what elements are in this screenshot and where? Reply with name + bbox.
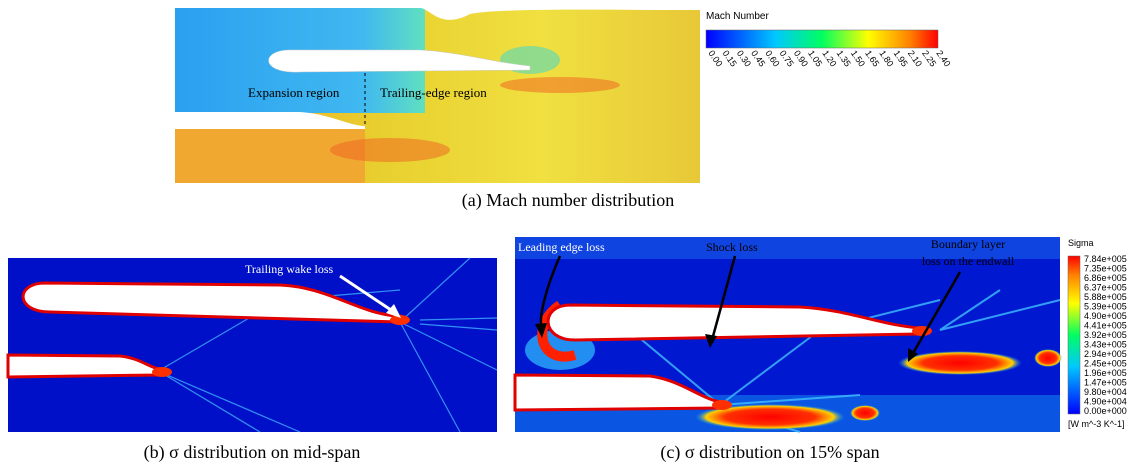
- caption: (c) σ distribution on 15% span: [660, 442, 879, 463]
- colorbar-tick-label: 1.65: [863, 48, 881, 68]
- colorbar-tick-label: 4.90e+004: [1084, 397, 1127, 407]
- colorbar-tick-label: 0.60: [763, 48, 781, 68]
- annotation: Expansion region: [248, 85, 340, 100]
- colorbar-tick-label: 9.80e+004: [1084, 387, 1127, 397]
- colorbar-tick-label: 0.30: [735, 48, 753, 68]
- contour-band: [500, 77, 620, 93]
- colorbar-tick-label: 1.95: [892, 48, 910, 68]
- colorbar-tick-label: 1.20: [820, 48, 838, 68]
- loss-region: [1034, 349, 1062, 367]
- colorbar-tick-label: 7.84e+005: [1084, 254, 1127, 264]
- colorbar-tick-label: 2.40: [934, 48, 952, 68]
- colorbar-tick-label: 3.43e+005: [1084, 340, 1127, 350]
- colorbar-tick-label: 0.45: [749, 48, 767, 68]
- colorbar: [1068, 256, 1080, 414]
- loss-region: [850, 405, 880, 421]
- panel-c: Leading edge loss Shock loss Boundary la…: [515, 237, 1062, 463]
- colorbar-tick-label: 0.00: [706, 48, 724, 68]
- colorbar-tick-label: 1.96e+005: [1084, 368, 1127, 378]
- colorbar-tick-label: 6.37e+005: [1084, 283, 1127, 293]
- colorbar-tick-label: 2.25: [920, 48, 938, 68]
- annotation: Trailing wake loss: [245, 262, 334, 276]
- colorbar-tick-label: 3.92e+005: [1084, 330, 1127, 340]
- colorbar-tick-label: 0.15: [721, 48, 739, 68]
- colorbar-tick-label: 0.90: [792, 48, 810, 68]
- colorbar-tick-label: 2.10: [906, 48, 924, 68]
- annotation: Shock loss: [706, 240, 758, 254]
- colorbar-tick-label: 0.75: [778, 48, 796, 68]
- colorbar-tick-label: 7.35e+005: [1084, 264, 1127, 274]
- colorbar-title: Mach Number: [706, 11, 769, 22]
- annotation: Trailing-edge region: [380, 85, 487, 100]
- annotation: Leading edge loss: [518, 240, 605, 254]
- lower-region: [175, 128, 365, 183]
- caption: (b) σ distribution on mid-span: [144, 442, 361, 463]
- colorbar-tick-label: 4.90e+005: [1084, 311, 1127, 321]
- colorbar-tick-label: 2.45e+005: [1084, 359, 1127, 369]
- annotation: loss on the endwall: [922, 254, 1015, 268]
- colorbar-tick-label: 1.50: [849, 48, 867, 68]
- colorbar-tick-label: 1.35: [835, 48, 853, 68]
- colorbar-tick-label: 1.05: [806, 48, 824, 68]
- figure: Expansion region Trailing-edge region Ma…: [0, 0, 1137, 468]
- wake: [712, 400, 732, 410]
- colorbar-tick-label: 6.86e+005: [1084, 273, 1127, 283]
- colorbar-tick-label: 1.80: [877, 48, 895, 68]
- colorbar-title: Sigma: [1068, 238, 1094, 248]
- panel-b: Trailing wake loss (b) σ distribution on…: [8, 258, 497, 463]
- caption: (a) Mach number distribution: [462, 190, 674, 211]
- sigma-colorbar: Sigma 7.84e+0057.35e+0056.86e+0056.37e+0…: [1068, 238, 1127, 429]
- colorbar-tick-label: 4.41e+005: [1084, 321, 1127, 331]
- annotation: Boundary layer: [931, 237, 1005, 251]
- wake: [152, 367, 172, 377]
- colorbar-tick-label: 5.88e+005: [1084, 292, 1127, 302]
- colorbar-tick-label: 5.39e+005: [1084, 302, 1127, 312]
- contour-band: [330, 138, 450, 162]
- colorbar-unit: [W m^-3 K^-1]: [1068, 419, 1124, 429]
- colorbar-tick-label: 1.47e+005: [1084, 378, 1127, 388]
- colorbar-ticks: 7.84e+0057.35e+0056.86e+0056.37e+0055.88…: [1084, 254, 1127, 416]
- colorbar-tick-label: 2.94e+005: [1084, 349, 1127, 359]
- page: {"panel_a": {"colorbar": {"title": "Mach…: [0, 0, 1137, 468]
- panel-a: Expansion region Trailing-edge region Ma…: [175, 8, 953, 211]
- colorbar: [706, 30, 938, 48]
- colorbar-ticks: 0.000.150.300.450.600.750.901.051.201.35…: [706, 48, 952, 68]
- colorbar-tick-label: 0.00e+000: [1084, 406, 1127, 416]
